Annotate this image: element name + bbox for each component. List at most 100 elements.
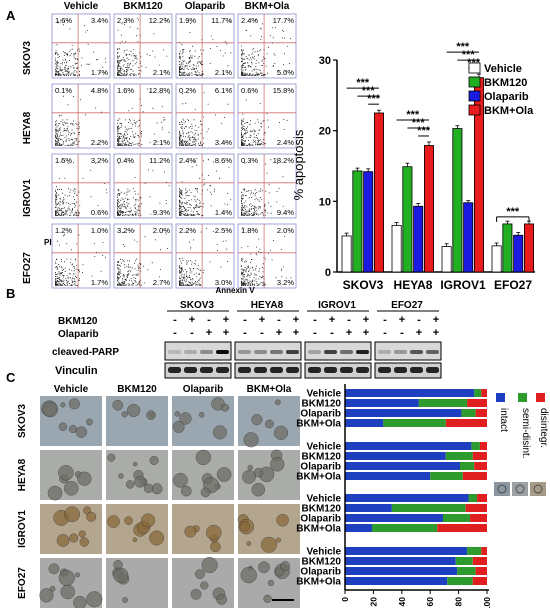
legend-thumbnail xyxy=(530,482,546,496)
blot-cell-line-label: SKOV3 xyxy=(180,300,214,311)
stacked-segment xyxy=(371,524,438,532)
legend-label: semi-disint. xyxy=(520,408,531,459)
vinculin-band xyxy=(200,367,213,373)
spheroid xyxy=(146,410,156,420)
bar xyxy=(502,223,513,273)
quadrant-ur-value: 4.8% xyxy=(91,86,108,95)
spheroid xyxy=(60,584,76,600)
parp-band xyxy=(378,350,391,354)
spheroid xyxy=(275,537,281,543)
flow-plot: 1.6% 3.4% 1.7% xyxy=(51,13,111,79)
quadrant-lr-value: 2.1% xyxy=(215,68,232,77)
flow-plot: 0.6% 15.8% 2.4% xyxy=(237,83,297,149)
significance-stars: *** xyxy=(367,93,381,105)
parp-band xyxy=(394,350,407,354)
stacked-segment xyxy=(391,504,466,512)
parp-band xyxy=(426,350,439,354)
micrograph xyxy=(172,449,234,500)
legend-swatch xyxy=(496,393,505,402)
stacked-segment xyxy=(474,389,482,397)
quadrant-ur-value: 15.8% xyxy=(273,86,295,95)
flow-dots xyxy=(117,17,168,76)
quadrant-ul-value: 1.9% xyxy=(179,16,196,25)
spheroid xyxy=(107,515,120,528)
micrograph xyxy=(106,558,168,608)
blot-bkm-sign: + xyxy=(399,314,405,326)
flow-plot-frame xyxy=(175,13,235,79)
stacked-segment xyxy=(345,524,372,532)
blot-ola-sign: - xyxy=(313,327,317,339)
spheroid xyxy=(172,420,185,433)
stacked-row-label: Vehicle xyxy=(307,494,342,505)
spheroid xyxy=(216,593,228,605)
spheroid xyxy=(200,487,211,498)
stacked-x-tick-label: 0 xyxy=(340,597,350,602)
quadrant-lr-value: 9.3% xyxy=(153,208,170,217)
spheroid xyxy=(143,483,154,494)
spheroid xyxy=(58,422,68,431)
spheroid xyxy=(63,480,79,496)
blot-box-parp xyxy=(164,341,232,361)
bar-y-tick-label: 30 xyxy=(319,55,331,67)
significance-stars: *** xyxy=(412,117,426,129)
spheroid xyxy=(195,569,205,579)
stacked-segment xyxy=(430,472,463,480)
bar xyxy=(491,245,502,273)
stacked-segment xyxy=(469,514,487,522)
quadrant-ul-value: 2.4% xyxy=(241,16,258,25)
blot-bkm-sign: - xyxy=(277,314,281,326)
stacked-segment xyxy=(455,557,473,565)
flow-column-header: Vehicle xyxy=(64,1,99,12)
blot-ola-sign: - xyxy=(400,327,404,339)
flow-plot-frame xyxy=(113,153,173,219)
quadrant-lr-value: 0.6% xyxy=(91,208,108,217)
stacked-segment xyxy=(345,389,475,397)
blot-bkm-sign: - xyxy=(207,314,211,326)
micrograph xyxy=(39,558,103,608)
blot-bkm-sign: + xyxy=(433,314,439,326)
spheroid xyxy=(267,579,275,587)
bar-x-tick-label: IGROV1 xyxy=(440,278,486,292)
spheroid xyxy=(195,449,212,466)
stacked-segment xyxy=(418,399,468,407)
quadrant-ur-value: 3.2% xyxy=(91,156,108,165)
blot-bkm-sign: - xyxy=(347,314,351,326)
spheroid xyxy=(206,524,222,541)
spheroid xyxy=(247,464,253,471)
spheroid xyxy=(118,473,124,479)
stacked-segment xyxy=(345,577,448,585)
stacked-segment xyxy=(447,577,473,585)
vinculin-band xyxy=(168,367,181,373)
spheroid xyxy=(200,581,209,590)
flow-plot: 1.5% 3.2% 0.6% xyxy=(51,153,111,219)
spheroid xyxy=(251,414,263,426)
legend-label: disintegr. xyxy=(538,408,549,448)
spheroid xyxy=(221,403,230,412)
legend-thumbnail xyxy=(512,482,528,496)
spheroid xyxy=(113,567,129,583)
spheroid xyxy=(124,516,133,525)
spheroid xyxy=(47,485,63,501)
quadrant-lr-value: 2.1% xyxy=(153,138,170,147)
flow-plot: 0.4% 11.2% 9.3% xyxy=(113,153,173,219)
bar xyxy=(363,171,374,273)
flow-plot: 1.2% 1.0% 1.7% xyxy=(51,223,111,289)
legend-thumbnail-spheroid xyxy=(533,484,543,494)
parp-band xyxy=(238,350,251,354)
stacked-segment xyxy=(445,452,473,460)
spheroid xyxy=(75,426,88,438)
stacked-segment xyxy=(479,442,487,450)
bar-y-axis-label: % apoptosis xyxy=(291,129,306,200)
flow-dots xyxy=(55,160,108,216)
vinculin-band xyxy=(394,367,407,373)
quadrant-lr-value: 3.2% xyxy=(277,278,294,287)
legend-thumbnail-spheroid xyxy=(497,484,507,494)
micro-row-label: SKOV3 xyxy=(17,404,28,438)
spheroid xyxy=(201,556,218,574)
legend-thumbnail-spheroid xyxy=(515,484,525,494)
spheroid xyxy=(141,513,156,528)
micro-column-header: Olaparib xyxy=(183,384,224,395)
significance-stars: *** xyxy=(456,41,470,53)
spheroid xyxy=(56,534,70,547)
spheroid xyxy=(179,412,192,425)
